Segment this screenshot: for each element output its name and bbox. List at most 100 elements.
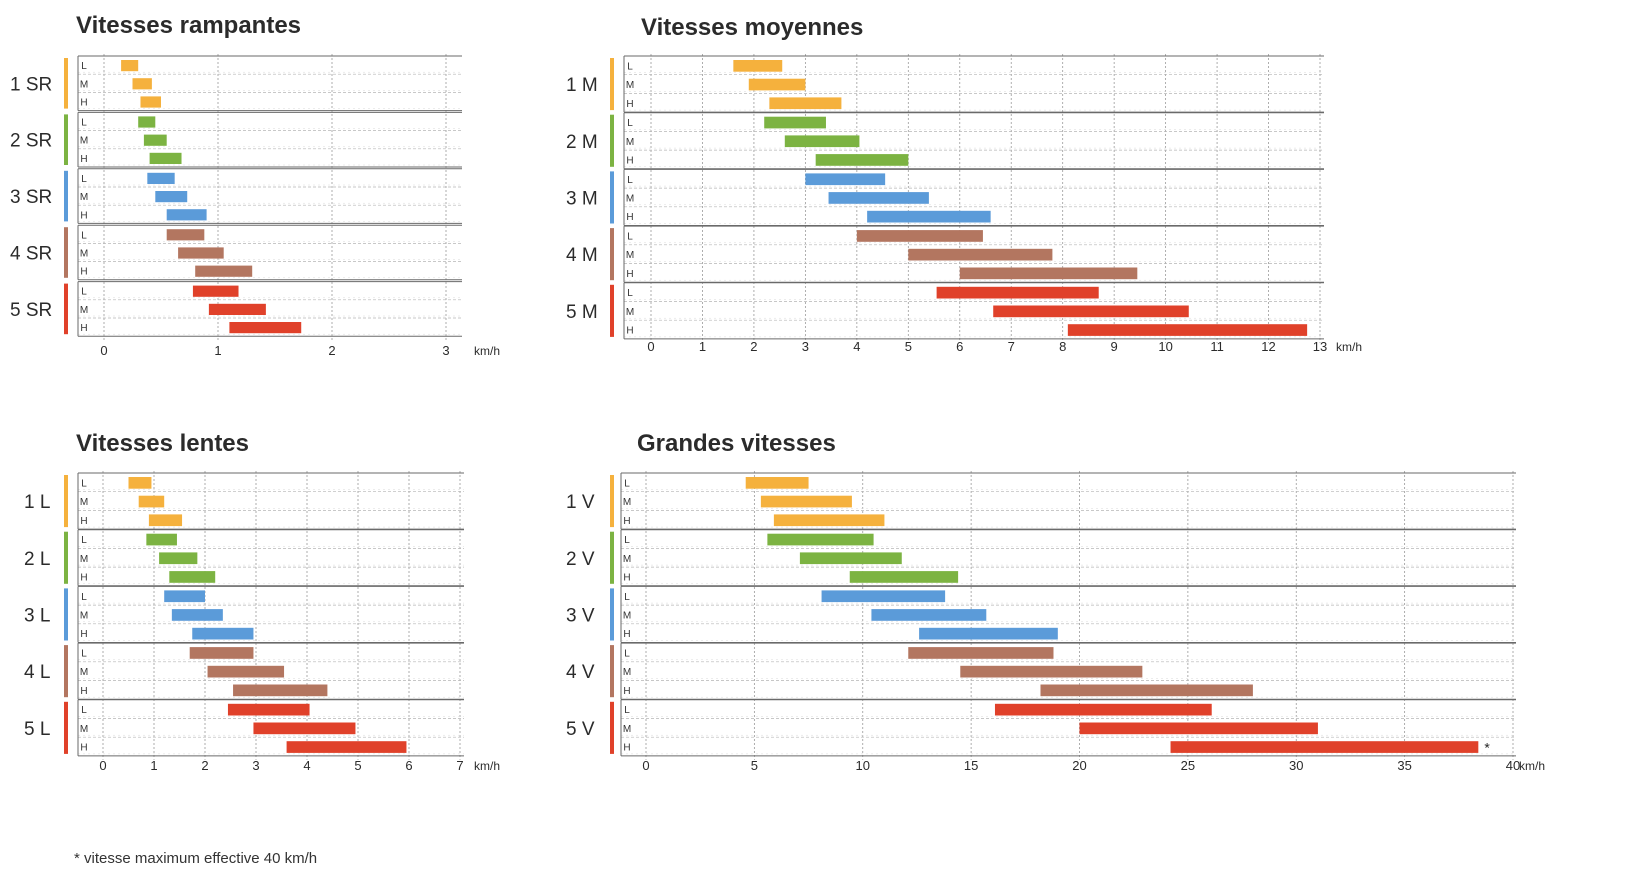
footnote: * vitesse maximum effective 40 km/h xyxy=(74,850,318,867)
x-tick-label: 6 xyxy=(956,339,963,354)
speed-level-label: H xyxy=(80,267,87,278)
range-bar xyxy=(227,703,310,716)
group-label: 5 L xyxy=(24,719,50,740)
range-bar xyxy=(994,703,1212,716)
speed-level-label: M xyxy=(626,307,634,318)
speed-level-label: M xyxy=(623,610,631,621)
range-bar xyxy=(208,303,266,315)
speed-level-label: M xyxy=(80,554,88,565)
speed-level-label: H xyxy=(80,98,87,109)
x-tick-label: 3 xyxy=(802,339,809,354)
x-tick-label: 35 xyxy=(1397,758,1411,773)
range-bar xyxy=(286,741,407,753)
range-bar xyxy=(149,152,182,164)
annotation-marker: * xyxy=(1484,740,1490,756)
x-tick-label: 10 xyxy=(1158,339,1172,354)
x-tick-label: 3 xyxy=(252,758,259,773)
group-label: 2 SR xyxy=(10,131,52,152)
range-bar xyxy=(171,609,223,621)
speed-level-label: L xyxy=(624,478,630,489)
range-bar xyxy=(867,210,991,223)
speed-level-label: M xyxy=(626,137,634,148)
range-bar xyxy=(1067,324,1308,336)
x-tick-label: 0 xyxy=(642,758,649,773)
x-tick-label: 7 xyxy=(456,758,463,773)
speed-level-label: H xyxy=(623,743,630,754)
speed-level-label: H xyxy=(80,629,87,640)
group-label: 4 L xyxy=(24,662,50,683)
range-bar xyxy=(773,514,885,527)
speed-level-label: L xyxy=(81,705,87,716)
group-label: 4 M xyxy=(566,245,598,266)
x-tick-label: 6 xyxy=(405,758,412,773)
range-bar xyxy=(229,322,302,334)
speed-level-label: M xyxy=(623,554,631,565)
range-bar xyxy=(146,533,177,546)
range-bar xyxy=(908,248,1053,261)
x-tick-label: 8 xyxy=(1059,339,1066,354)
group-label: 4 SR xyxy=(10,244,52,265)
speed-level-label: H xyxy=(626,212,633,223)
group-label: 3 V xyxy=(566,605,595,626)
group-label: 2 V xyxy=(566,549,595,570)
x-tick-label: 15 xyxy=(964,758,978,773)
range-bar xyxy=(919,627,1058,640)
group-color-stripe xyxy=(64,58,68,109)
range-bar xyxy=(745,477,809,489)
x-tick-label: 11 xyxy=(1210,339,1224,354)
group-label: 2 M xyxy=(566,132,598,153)
group-color-stripe xyxy=(64,588,68,641)
range-bar xyxy=(166,229,205,241)
x-tick-label: 5 xyxy=(751,758,758,773)
speed-level-label: H xyxy=(626,269,633,280)
speed-level-label: M xyxy=(80,497,88,508)
range-bar xyxy=(169,571,216,583)
x-tick-label: 13 xyxy=(1313,339,1327,354)
speed-level-label: M xyxy=(80,79,88,90)
group-color-stripe xyxy=(610,531,614,584)
range-bar xyxy=(138,495,165,508)
group-label: 5 V xyxy=(566,719,595,740)
group-color-stripe xyxy=(610,588,614,641)
range-bar xyxy=(189,647,254,659)
speed-level-label: L xyxy=(627,118,633,129)
range-bar xyxy=(959,267,1138,280)
speed-level-label: H xyxy=(80,210,87,221)
range-bar xyxy=(767,533,874,546)
x-tick-label: 0 xyxy=(647,339,654,354)
range-bar xyxy=(871,609,987,621)
chart-title: Vitesses rampantes xyxy=(76,12,302,39)
speed-level-label: H xyxy=(80,154,87,165)
range-bar xyxy=(760,495,852,508)
speed-level-label: M xyxy=(623,667,631,678)
range-bar xyxy=(856,230,983,242)
group-color-stripe xyxy=(610,645,614,698)
group-color-stripe xyxy=(610,284,614,337)
range-bar xyxy=(138,116,156,128)
range-bar xyxy=(821,590,946,603)
speed-level-label: L xyxy=(627,288,633,299)
range-bar xyxy=(769,97,842,110)
group-label: 1 SR xyxy=(10,74,52,95)
speed-level-label: M xyxy=(80,305,88,316)
group-label: 1 L xyxy=(24,492,50,513)
speed-level-label: L xyxy=(81,592,87,603)
range-bar xyxy=(148,514,183,527)
range-bar xyxy=(908,647,1054,659)
group-color-stripe xyxy=(610,701,614,754)
group-label: 5 SR xyxy=(10,300,52,321)
range-bar xyxy=(1170,741,1479,753)
speed-level-label: L xyxy=(624,535,630,546)
range-bar xyxy=(166,209,207,221)
speed-level-label: H xyxy=(80,743,87,754)
speed-level-label: L xyxy=(81,174,87,185)
speed-level-label: H xyxy=(626,99,633,110)
speed-level-label: L xyxy=(624,592,630,603)
range-bar xyxy=(936,286,1099,299)
range-bar xyxy=(140,96,161,108)
range-bar xyxy=(253,722,356,735)
speed-level-label: L xyxy=(81,478,87,489)
